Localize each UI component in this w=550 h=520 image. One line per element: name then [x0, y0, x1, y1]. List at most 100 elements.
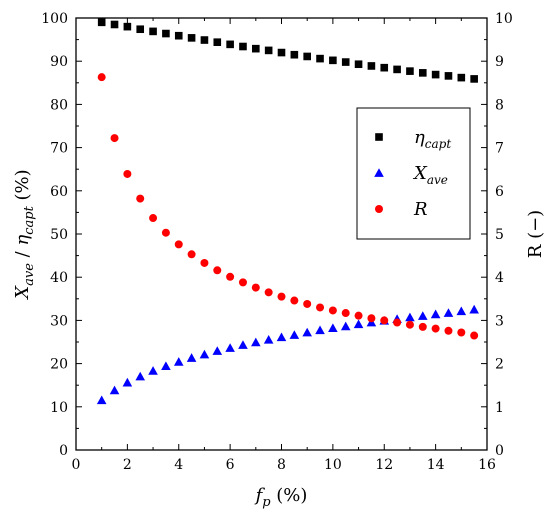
data-point [380, 316, 389, 325]
legend-label-var: η [414, 127, 425, 148]
data-point [380, 63, 389, 72]
x-tick-label: 6 [226, 457, 235, 473]
y-right-tick-label: 9 [495, 54, 504, 70]
data-point [328, 306, 337, 315]
data-point [418, 322, 427, 331]
data-point [252, 44, 260, 53]
data-point [354, 311, 363, 320]
data-point [200, 258, 209, 267]
legend-marker [375, 205, 383, 213]
data-point [148, 366, 158, 375]
legend-label-sub: ave [427, 173, 448, 187]
data-point [96, 395, 107, 405]
y-right-tick-label: 2 [495, 357, 504, 373]
data-point [457, 328, 466, 337]
y-left-label-var1: X [12, 285, 33, 301]
data-point [444, 72, 453, 80]
y-left-tick-label: 50 [50, 227, 68, 243]
legend-label-var: X [412, 163, 428, 184]
data-point [354, 60, 363, 69]
legend-marker [375, 133, 383, 141]
x-tick-label: 10 [324, 457, 342, 473]
data-point [431, 324, 440, 333]
data-point [123, 22, 132, 31]
data-point [353, 319, 364, 329]
legend-item: ηcapt [375, 127, 451, 151]
x-tick-label: 16 [478, 457, 496, 473]
x-tick-label: 4 [174, 457, 183, 473]
data-point [341, 309, 350, 318]
data-point [302, 327, 312, 337]
x-axis-label: fp (%) [254, 485, 308, 510]
data-point [290, 50, 299, 59]
y-left-tick-label: 10 [50, 400, 68, 416]
data-point [110, 134, 119, 143]
y-right-tick-label: 6 [495, 184, 504, 200]
data-point [417, 311, 428, 320]
data-point [457, 73, 466, 82]
plot-area-frame [75, 17, 488, 451]
data-point [238, 278, 247, 287]
data-point [187, 34, 196, 42]
data-point [135, 371, 146, 381]
data-point [444, 326, 453, 335]
y-left-tick-label: 40 [50, 270, 68, 286]
data-point [251, 337, 261, 347]
legend-label-var: R [413, 199, 428, 220]
y-left-tick-label: 20 [50, 357, 68, 373]
data-point [149, 27, 157, 36]
data-point [276, 332, 287, 342]
y-axis-right-label: R (−) [525, 210, 546, 258]
data-point [173, 357, 184, 366]
y-right-tick-label: 4 [495, 270, 504, 286]
data-point [213, 266, 222, 275]
data-point [263, 335, 274, 344]
data-point [303, 299, 312, 308]
y-left-tick-label: 90 [50, 54, 68, 70]
data-point [469, 304, 479, 314]
data-point [187, 250, 196, 259]
legend-label: Xave [412, 163, 448, 187]
marks-layer [96, 18, 479, 405]
y-right-tick-label: 3 [495, 313, 504, 329]
data-point [289, 330, 300, 339]
y-left-tick-label: 30 [50, 313, 68, 329]
data-point [456, 306, 467, 316]
data-point [316, 303, 325, 312]
y-right-tick-label: 8 [495, 97, 504, 113]
data-point [290, 296, 299, 305]
data-point [225, 343, 235, 352]
data-point [161, 228, 170, 237]
x-tick-label: 8 [277, 457, 286, 473]
data-point [367, 62, 376, 70]
data-point [186, 353, 197, 362]
y-right-tick-label: 7 [495, 141, 504, 157]
x-tick-label: 12 [375, 457, 393, 473]
data-point [239, 42, 247, 51]
y-left-label-sub2: capt [22, 205, 37, 234]
data-point [226, 40, 234, 49]
legend-item: Xave [374, 163, 448, 187]
data-point [315, 325, 325, 335]
legend-label-sub: capt [425, 137, 452, 151]
series-x-ave [96, 304, 479, 405]
data-point [97, 18, 106, 27]
x-tick-label: 14 [427, 457, 445, 473]
data-point [123, 169, 132, 178]
data-point [328, 323, 338, 333]
data-point [122, 377, 133, 387]
data-point [174, 31, 183, 40]
data-point [136, 194, 145, 203]
data-point [341, 58, 350, 66]
y-left-label-sub1: ave [22, 263, 37, 286]
data-point [109, 385, 120, 395]
data-point [226, 272, 235, 281]
data-point [367, 314, 376, 323]
legend-item: R [375, 199, 428, 220]
data-point [405, 320, 414, 329]
y-left-tick-label: 100 [41, 11, 68, 27]
y-axis-left-label: Xave / ηcapt (%) [12, 169, 37, 300]
legend-marker [374, 168, 384, 177]
y-left-tick-label: 70 [50, 141, 68, 157]
